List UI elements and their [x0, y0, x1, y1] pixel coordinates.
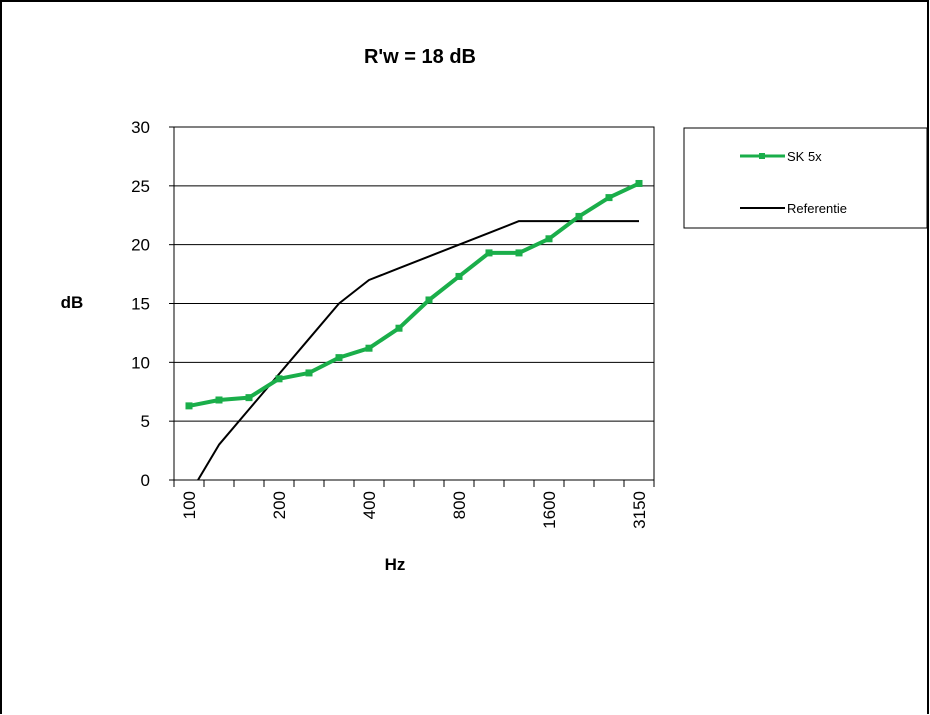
- data-point-sk5x: [515, 249, 523, 257]
- data-point-sk5x: [275, 375, 283, 383]
- y-tick-label: 15: [131, 295, 150, 314]
- x-axis-label: Hz: [385, 555, 406, 574]
- x-tick-label: 3150: [630, 491, 649, 529]
- data-point-sk5x: [365, 344, 373, 352]
- y-tick-label: 25: [131, 177, 150, 196]
- chart-title: R'w = 18 dB: [364, 46, 476, 68]
- x-tick-label: 200: [270, 491, 289, 519]
- data-point-sk5x: [545, 235, 553, 243]
- y-tick-label: 30: [131, 118, 150, 137]
- series-line-sk-5x: [188, 181, 640, 408]
- grid: [174, 185, 654, 422]
- legend: SK 5x Referentie: [683, 127, 928, 229]
- data-point-sk5x: [485, 249, 493, 257]
- x-tick-label: 100: [180, 491, 199, 519]
- data-point-sk5x: [395, 324, 403, 332]
- y-tick-label: 10: [131, 353, 150, 372]
- x-tick-label: 400: [360, 491, 379, 519]
- series-layer: [185, 179, 643, 481]
- data-point-sk5x: [305, 369, 313, 377]
- data-point-sk5x: [215, 396, 223, 404]
- data-point-sk5x: [335, 354, 343, 362]
- x-tick-label: 1600: [540, 491, 559, 529]
- legend-label-sk5x: SK 5x: [787, 149, 822, 164]
- y-axis: 0 5 10 15 20 25 30: [131, 118, 174, 490]
- series-line-referentie: [197, 220, 639, 481]
- legend-box: [683, 127, 928, 229]
- y-tick-label: 0: [141, 471, 150, 490]
- data-point-sk5x: [605, 194, 613, 202]
- x-tick-label: 800: [450, 491, 469, 519]
- data-point-sk5x: [575, 212, 583, 220]
- data-point-sk5x: [425, 296, 433, 304]
- data-point-sk5x: [245, 394, 253, 402]
- data-point-sk5x: [455, 272, 463, 280]
- data-point-sk5x: [635, 179, 643, 187]
- y-axis-label: dB: [61, 293, 84, 312]
- y-tick-label: 5: [141, 412, 150, 431]
- legend-marker-sk5x: [759, 153, 765, 159]
- y-tick-label: 20: [131, 236, 150, 255]
- data-point-sk5x: [185, 402, 193, 410]
- x-axis: 100 200 400 800 1600 3150: [173, 480, 655, 529]
- legend-label-referentie: Referentie: [787, 201, 847, 216]
